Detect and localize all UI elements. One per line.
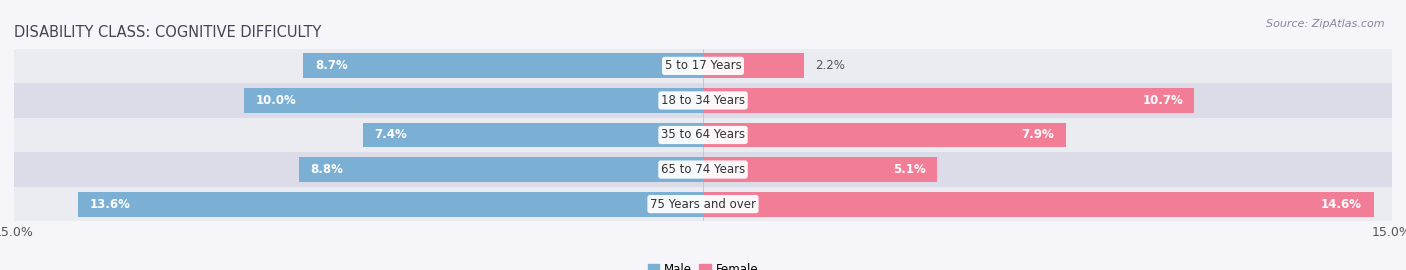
Bar bbox=[14, 49, 1392, 83]
Text: 8.8%: 8.8% bbox=[311, 163, 343, 176]
Text: 13.6%: 13.6% bbox=[90, 198, 131, 211]
Text: 2.2%: 2.2% bbox=[815, 59, 845, 72]
Bar bbox=[299, 157, 703, 182]
Bar bbox=[14, 152, 1392, 187]
Text: 7.4%: 7.4% bbox=[374, 129, 408, 141]
Bar bbox=[14, 118, 1392, 152]
Bar bbox=[703, 192, 1374, 217]
Text: 5.1%: 5.1% bbox=[893, 163, 925, 176]
Text: 7.9%: 7.9% bbox=[1022, 129, 1054, 141]
Text: 75 Years and over: 75 Years and over bbox=[650, 198, 756, 211]
Text: Source: ZipAtlas.com: Source: ZipAtlas.com bbox=[1267, 19, 1385, 29]
Text: 5 to 17 Years: 5 to 17 Years bbox=[665, 59, 741, 72]
Text: 35 to 64 Years: 35 to 64 Years bbox=[661, 129, 745, 141]
Bar bbox=[703, 157, 938, 182]
Text: 10.0%: 10.0% bbox=[256, 94, 295, 107]
Bar bbox=[703, 53, 804, 78]
Legend: Male, Female: Male, Female bbox=[643, 259, 763, 270]
Bar bbox=[14, 187, 1392, 221]
Text: 10.7%: 10.7% bbox=[1142, 94, 1182, 107]
Text: DISABILITY CLASS: COGNITIVE DIFFICULTY: DISABILITY CLASS: COGNITIVE DIFFICULTY bbox=[14, 25, 322, 40]
Text: 14.6%: 14.6% bbox=[1322, 198, 1362, 211]
Bar bbox=[703, 123, 1066, 147]
Text: 18 to 34 Years: 18 to 34 Years bbox=[661, 94, 745, 107]
Bar bbox=[363, 123, 703, 147]
Bar bbox=[703, 88, 1195, 113]
Bar bbox=[243, 88, 703, 113]
Text: 8.7%: 8.7% bbox=[315, 59, 347, 72]
Text: 65 to 74 Years: 65 to 74 Years bbox=[661, 163, 745, 176]
Bar bbox=[79, 192, 703, 217]
Bar bbox=[14, 83, 1392, 118]
Bar bbox=[304, 53, 703, 78]
